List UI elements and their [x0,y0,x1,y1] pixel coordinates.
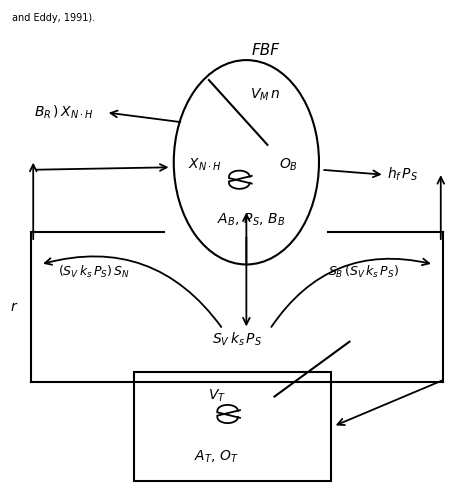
Text: $h_f\,P_S$: $h_f\,P_S$ [387,166,418,183]
Text: $V_M\,n$: $V_M\,n$ [250,87,280,103]
Text: $A_T,\,O_T$: $A_T,\,O_T$ [194,449,239,465]
Text: $B_R\,)\,X_{N\cdot H}$: $B_R\,)\,X_{N\cdot H}$ [34,104,93,121]
Text: $X_{N\cdot H}$: $X_{N\cdot H}$ [188,157,221,173]
Bar [134,371,331,481]
Text: $O_B$: $O_B$ [279,157,298,173]
Text: $A_B,\,P_S,\,B_B$: $A_B,\,P_S,\,B_B$ [217,211,285,228]
Text: $S_V\,k_s\,P_S$: $S_V\,k_s\,P_S$ [212,331,262,348]
Text: $r$: $r$ [10,300,18,314]
Text: FBF: FBF [251,43,279,57]
Text: $S_B\,(S_V\,k_s\,P_S)$: $S_B\,(S_V\,k_s\,P_S)$ [328,264,399,280]
Text: and Eddy, 1991).: and Eddy, 1991). [12,13,95,23]
Text: $(S_V\,k_s\,P_S)\,S_N$: $(S_V\,k_s\,P_S)\,S_N$ [58,264,130,280]
Text: $V_T$: $V_T$ [208,388,226,404]
